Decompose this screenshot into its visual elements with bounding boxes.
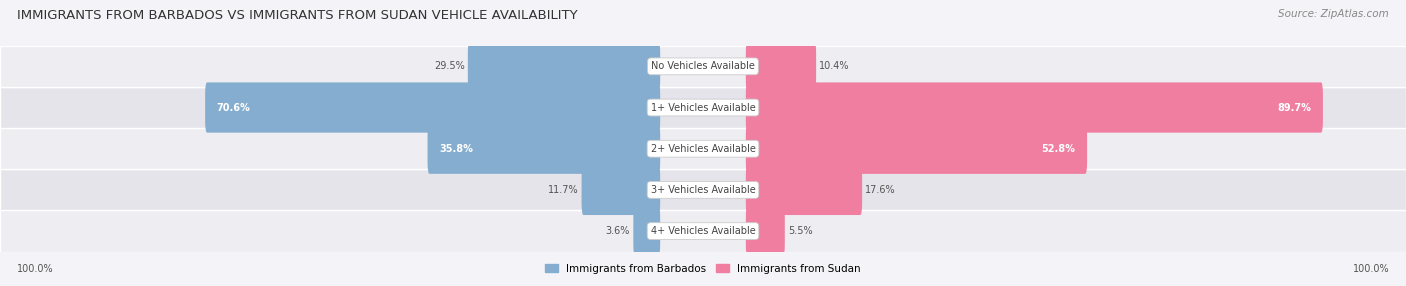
- Text: 5.5%: 5.5%: [787, 226, 813, 236]
- Text: 3+ Vehicles Available: 3+ Vehicles Available: [651, 185, 755, 195]
- Text: 3.6%: 3.6%: [606, 226, 630, 236]
- Text: 100.0%: 100.0%: [1353, 264, 1389, 274]
- FancyBboxPatch shape: [427, 124, 661, 174]
- FancyBboxPatch shape: [745, 206, 785, 256]
- Text: 70.6%: 70.6%: [217, 103, 250, 112]
- Text: 89.7%: 89.7%: [1278, 103, 1312, 112]
- FancyBboxPatch shape: [0, 210, 1406, 252]
- FancyBboxPatch shape: [0, 87, 1406, 128]
- Text: 2+ Vehicles Available: 2+ Vehicles Available: [651, 144, 755, 154]
- FancyBboxPatch shape: [745, 41, 815, 92]
- FancyBboxPatch shape: [0, 128, 1406, 169]
- Text: 52.8%: 52.8%: [1042, 144, 1076, 154]
- FancyBboxPatch shape: [0, 169, 1406, 210]
- Text: Source: ZipAtlas.com: Source: ZipAtlas.com: [1278, 9, 1389, 19]
- Text: 35.8%: 35.8%: [439, 144, 472, 154]
- FancyBboxPatch shape: [745, 124, 1087, 174]
- Text: 29.5%: 29.5%: [434, 61, 464, 71]
- FancyBboxPatch shape: [582, 165, 661, 215]
- Text: No Vehicles Available: No Vehicles Available: [651, 61, 755, 71]
- FancyBboxPatch shape: [745, 82, 1323, 133]
- FancyBboxPatch shape: [468, 41, 661, 92]
- FancyBboxPatch shape: [633, 206, 661, 256]
- Text: 4+ Vehicles Available: 4+ Vehicles Available: [651, 226, 755, 236]
- Text: 100.0%: 100.0%: [17, 264, 53, 274]
- Text: 10.4%: 10.4%: [820, 61, 849, 71]
- FancyBboxPatch shape: [0, 46, 1406, 87]
- Legend: Immigrants from Barbados, Immigrants from Sudan: Immigrants from Barbados, Immigrants fro…: [541, 260, 865, 278]
- FancyBboxPatch shape: [205, 82, 661, 133]
- Text: 11.7%: 11.7%: [548, 185, 578, 195]
- Text: 1+ Vehicles Available: 1+ Vehicles Available: [651, 103, 755, 112]
- FancyBboxPatch shape: [745, 165, 862, 215]
- Text: 17.6%: 17.6%: [865, 185, 896, 195]
- Text: IMMIGRANTS FROM BARBADOS VS IMMIGRANTS FROM SUDAN VEHICLE AVAILABILITY: IMMIGRANTS FROM BARBADOS VS IMMIGRANTS F…: [17, 9, 578, 21]
